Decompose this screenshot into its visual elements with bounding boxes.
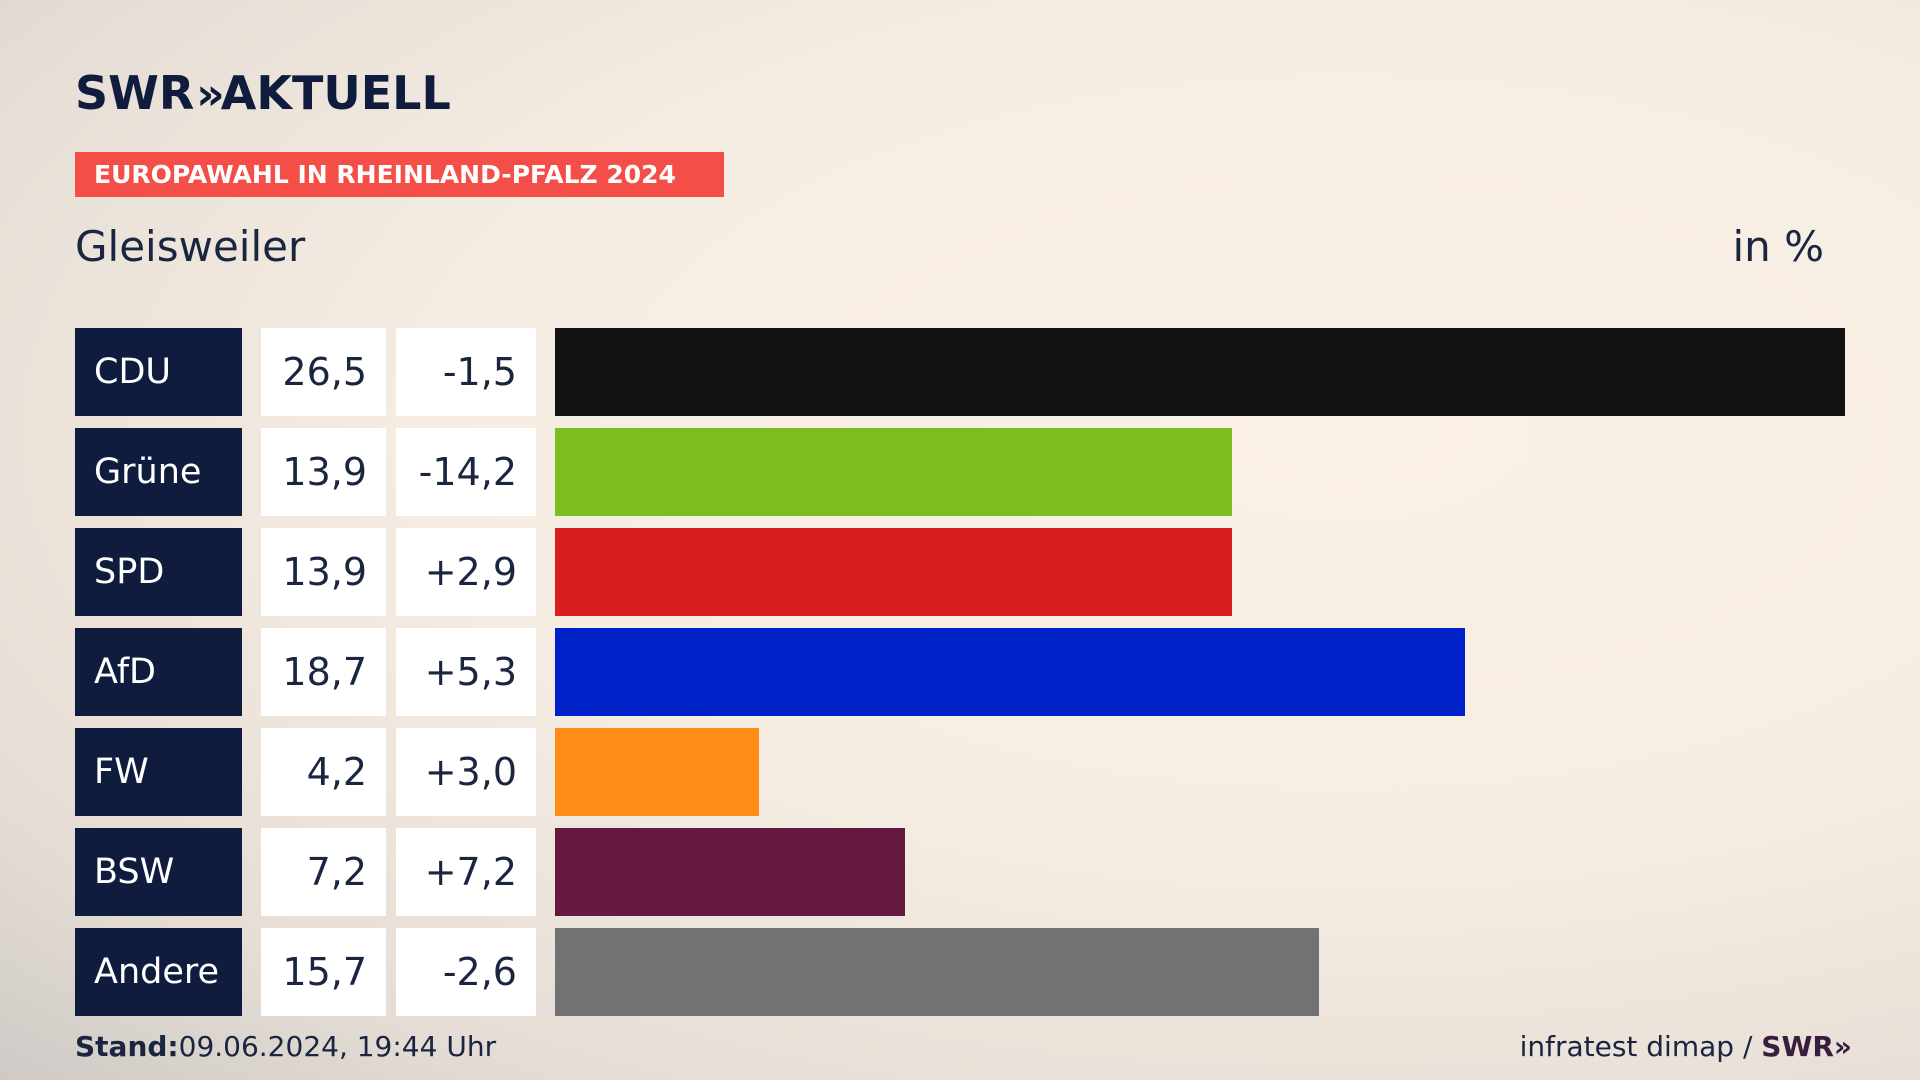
party-label: Grüne [75,428,242,516]
vote-change-value: +3,0 [396,728,536,816]
result-bar [555,428,1232,516]
source-credit: infratest dimap / SWR» [1519,1030,1853,1063]
result-row: Grüne 13,9 -14,2 [75,428,1845,516]
vote-share-value: 7,2 [261,828,386,916]
result-bar [555,928,1319,1016]
vote-share-value: 15,7 [261,928,386,1016]
source-brand: SWR [1761,1030,1834,1063]
party-label: CDU [75,328,242,416]
vote-share-value: 13,9 [261,428,386,516]
vote-change-value: -14,2 [396,428,536,516]
election-banner: EUROPAWAHL IN RHEINLAND-PFALZ 2024 [75,152,724,197]
vote-change-value: +5,3 [396,628,536,716]
result-bar [555,828,905,916]
vote-change-value: +7,2 [396,828,536,916]
party-label: AfD [75,628,242,716]
source-chevron-icon: » [1833,1030,1852,1063]
source-text: infratest dimap / [1519,1030,1762,1063]
vote-share-value: 26,5 [261,328,386,416]
unit-label: in % [1732,222,1824,271]
logo-aktuell-text: AKTUELL [220,66,451,120]
result-row: CDU 26,5 -1,5 [75,328,1845,416]
result-bar [555,628,1465,716]
result-bar [555,328,1845,416]
logo-swr-text: SWR [75,66,195,120]
party-label: FW [75,728,242,816]
result-row: Andere 15,7 -2,6 [75,928,1845,1016]
vote-change-value: +2,9 [396,528,536,616]
swr-aktuell-logo: SWR» AKTUELL [75,66,451,120]
result-row: BSW 7,2 +7,2 [75,828,1845,916]
result-row: AfD 18,7 +5,3 [75,628,1845,716]
logo-chevron-icon: » [196,69,225,120]
party-label: BSW [75,828,242,916]
party-label: Andere [75,928,242,1016]
vote-change-value: -1,5 [396,328,536,416]
vote-share-value: 4,2 [261,728,386,816]
result-bar [555,728,759,816]
vote-share-value: 18,7 [261,628,386,716]
party-label: SPD [75,528,242,616]
result-bar [555,528,1232,616]
result-row: FW 4,2 +3,0 [75,728,1845,816]
stand-value: 09.06.2024, 19:44 Uhr [178,1030,497,1063]
result-row: SPD 13,9 +2,9 [75,528,1845,616]
timestamp: Stand:09.06.2024, 19:44 Uhr [75,1030,496,1063]
vote-share-value: 13,9 [261,528,386,616]
stand-label: Stand: [75,1030,179,1063]
vote-change-value: -2,6 [396,928,536,1016]
location-title: Gleisweiler [75,222,306,271]
